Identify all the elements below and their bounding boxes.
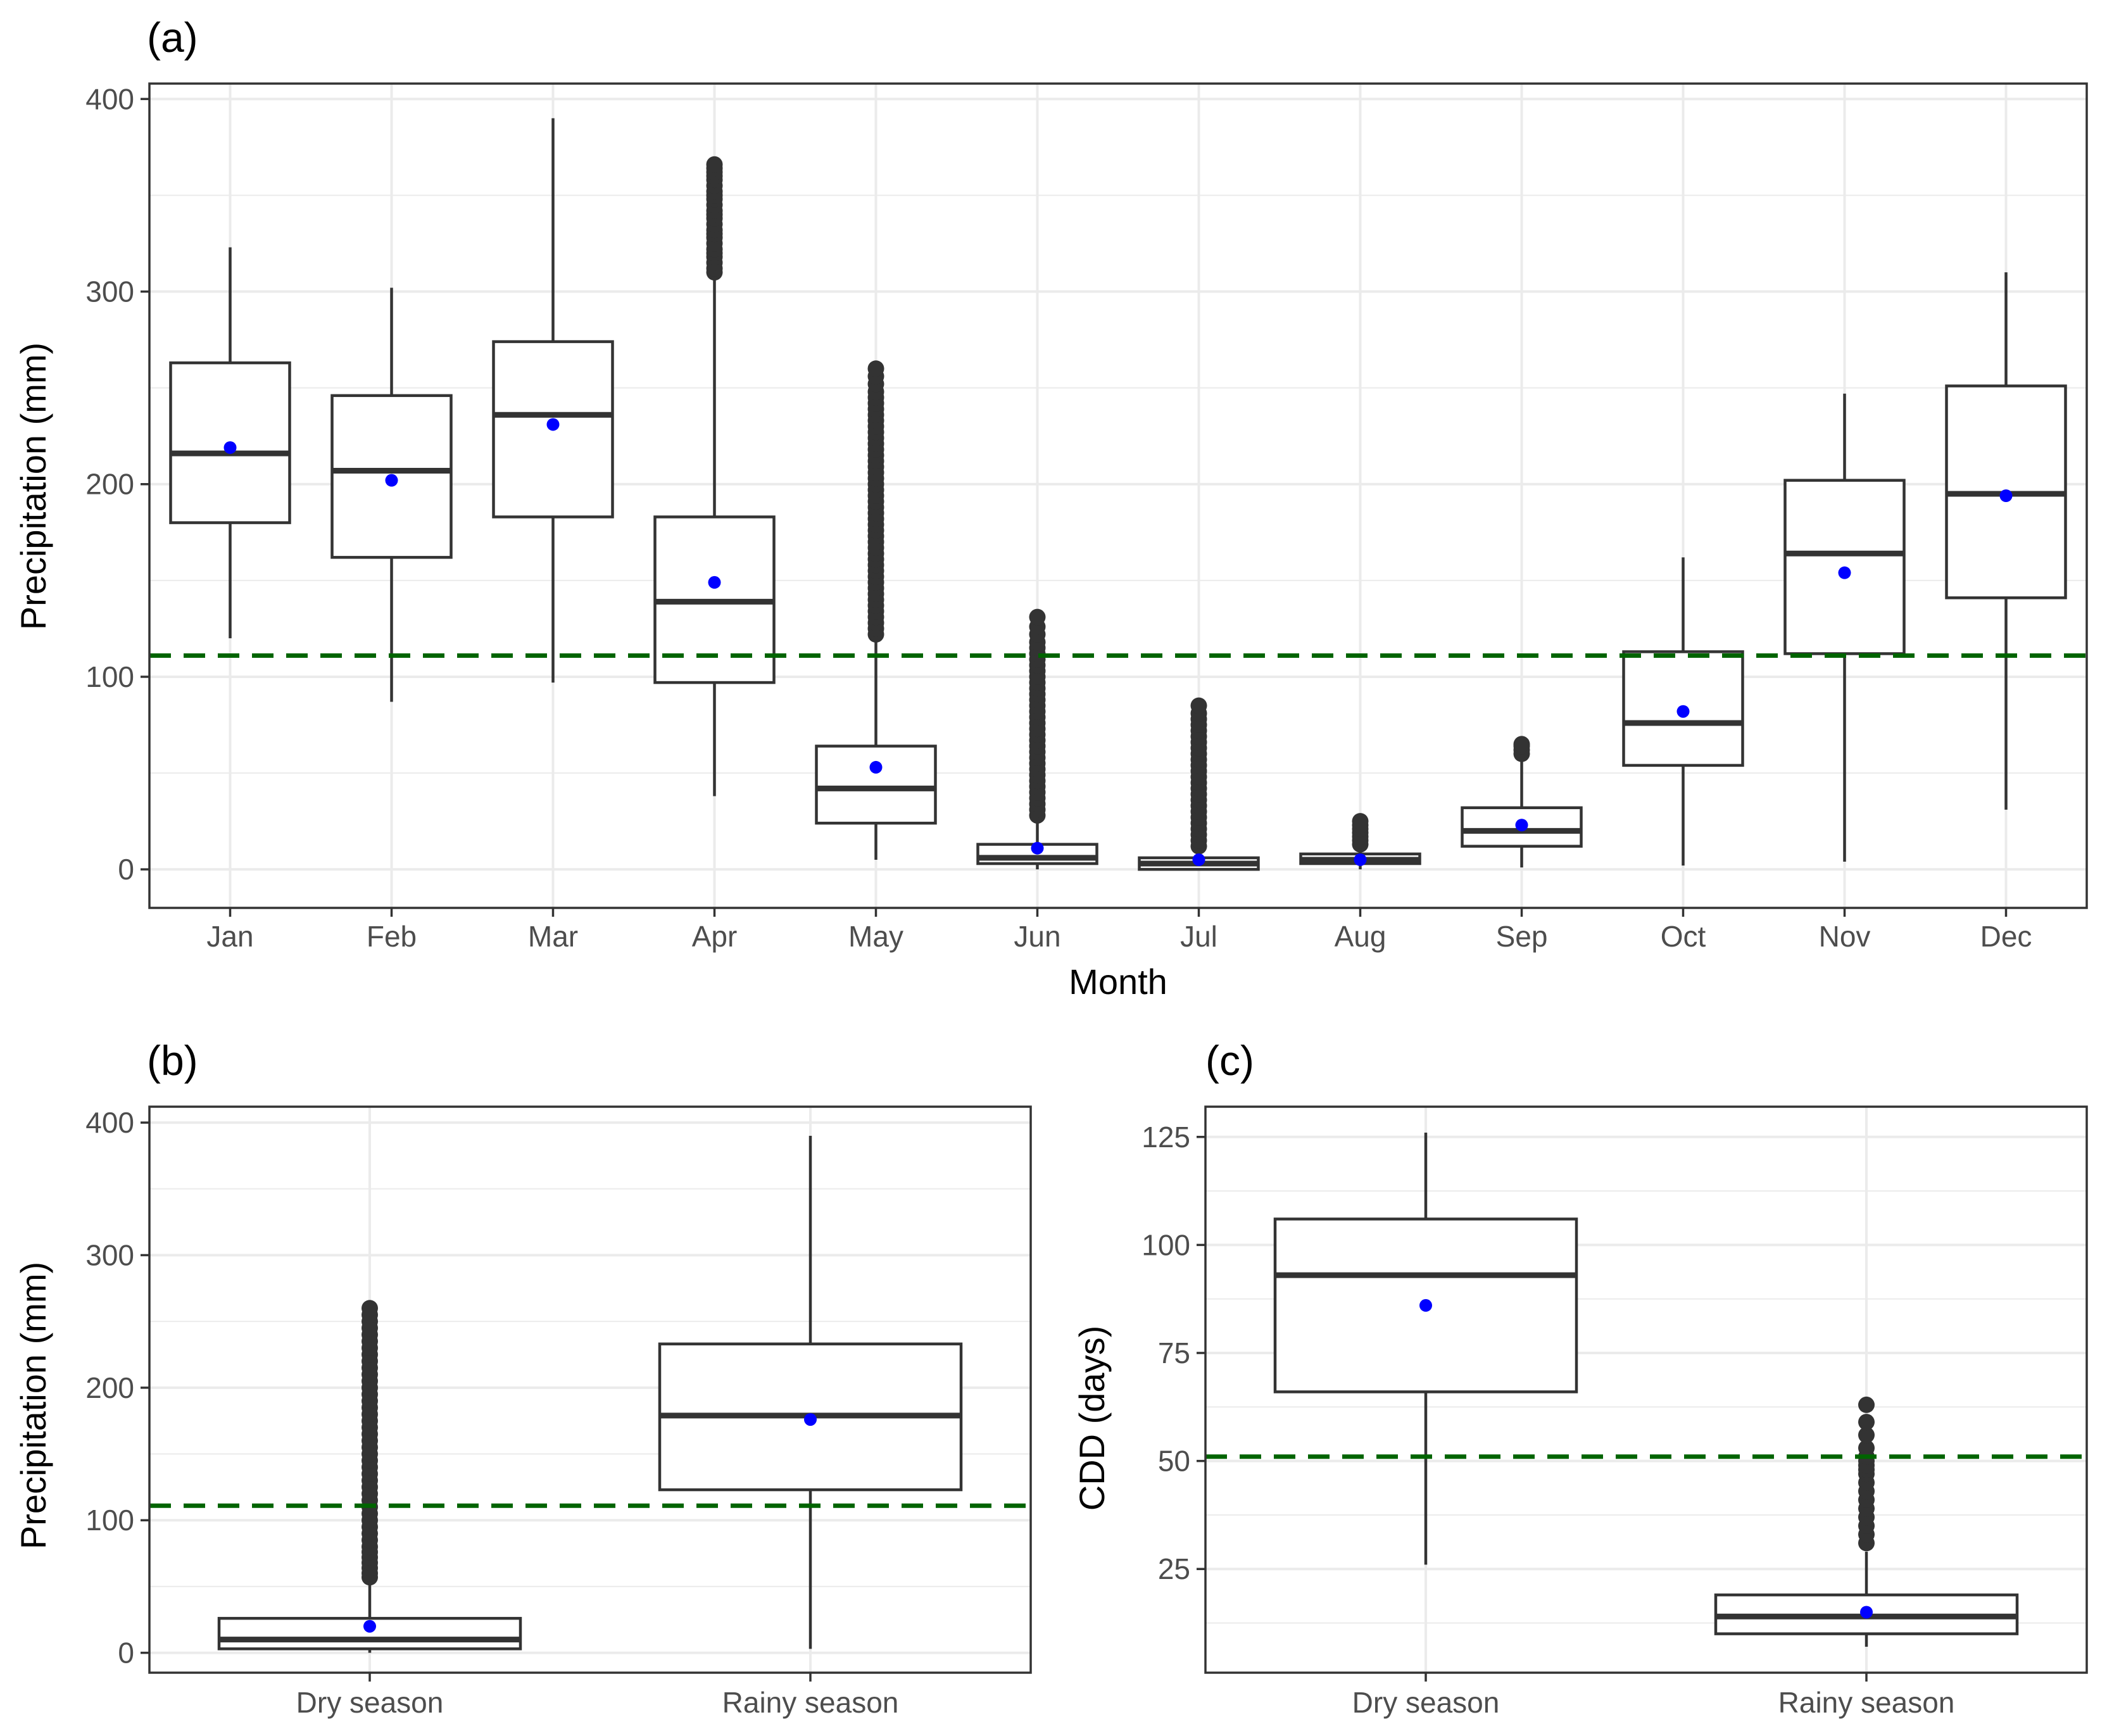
panel-a-y-tick-label: 100: [85, 660, 134, 693]
mean-point: [1999, 489, 2013, 502]
mean-point: [1838, 566, 1851, 579]
panel-a-y-axis-title: Precipitation (mm): [13, 343, 53, 630]
panel-a-x-tick-label: Feb: [367, 920, 417, 953]
panel-b-border: [148, 1105, 1032, 1674]
panel-c-y-axis-title: CDD (days): [1072, 1326, 1112, 1511]
panel-a-y-tick-label: 300: [85, 275, 134, 308]
panel-b-box-dry-season: [217, 1300, 522, 1653]
panel-a-y-tick-label: 200: [85, 468, 134, 501]
panel-b-y-tick-label: 400: [85, 1106, 134, 1139]
panel-a-box-jul: [1138, 697, 1260, 871]
panel-c-y-tick-label: 50: [1158, 1445, 1190, 1478]
panel-a-x-tick-label: Mar: [528, 920, 578, 953]
outlier-point: [1858, 1440, 1875, 1457]
mean-point: [1419, 1299, 1432, 1312]
panel-a-box-aug: [1299, 813, 1421, 870]
panel-a-box-may: [815, 360, 937, 860]
panel-b-y-tick-label: 0: [118, 1637, 134, 1670]
mean-point: [1354, 853, 1367, 866]
panel-a-x-tick-label: Apr: [692, 920, 738, 953]
panel-a-y-tick-label: 0: [118, 853, 134, 886]
panel-a-y-tick-label: 400: [85, 82, 134, 115]
panel-a: 0 100 200 300 400 Jan Feb Mar Apr May Jun Jul Aug Sep…: [13, 14, 2088, 1002]
panel-c-box-dry-season: [1273, 1132, 1578, 1565]
outlier-point: [867, 360, 884, 377]
panel-b-y-tick-label: 300: [85, 1238, 134, 1271]
panel-c: 25 50 75 100 125 Dry season Rainy season (c) CDD…: [1072, 1037, 2088, 1719]
mean-point: [1515, 819, 1528, 832]
panel-a-box-mar: [492, 118, 614, 683]
panel-a-box-jan: [169, 247, 291, 639]
mean-point: [1192, 853, 1205, 866]
outlier-point: [1858, 1396, 1875, 1413]
mean-point: [546, 418, 560, 431]
outlier-point: [1190, 697, 1207, 714]
outlier-point: [362, 1300, 378, 1317]
panel-c-tag: (c): [1205, 1037, 1254, 1084]
panel-a-box-feb: [330, 287, 453, 702]
panel-a-x-axis-title: Month: [1069, 962, 1167, 1002]
mean-point: [1860, 1606, 1873, 1619]
panel-b-box-rainy-season: [658, 1136, 963, 1649]
panel-a-box-dec: [1945, 272, 2067, 810]
panel-b-y-tick-label: 100: [85, 1504, 134, 1537]
panel-a-x-tick-label: Dec: [1980, 920, 2032, 953]
panel-b-y-tick-label: 200: [85, 1371, 134, 1404]
panel-a-x-tick-label: Jul: [1180, 920, 1217, 953]
panel-a-box-sep: [1461, 736, 1583, 868]
panel-c-y-tick-label: 100: [1142, 1228, 1190, 1261]
panel-a-x-tick-label: Oct: [1661, 920, 1706, 953]
iqr-box: [492, 340, 614, 519]
panel-a-box-nov: [1783, 393, 1906, 862]
panel-a-border: [148, 82, 2088, 909]
panel-c-y-tick-label: 75: [1158, 1337, 1190, 1369]
panel-a-box-jun: [976, 608, 1098, 870]
panel-b-x-tick-label: Rainy season: [722, 1686, 899, 1719]
panel-a-x-tick-label: May: [848, 920, 903, 953]
panel-a-x-tick-label: Sep: [1496, 920, 1548, 953]
panel-c-y-tick-label: 25: [1158, 1552, 1190, 1585]
panel-a-x-tick-label: Jun: [1014, 920, 1060, 953]
mean-point: [363, 1620, 376, 1633]
mean-point: [1676, 705, 1690, 718]
panel-a-tag: (a): [147, 14, 198, 61]
outlier-point: [706, 156, 723, 173]
panel-c-x-tick-label: Rainy season: [1778, 1686, 1955, 1719]
iqr-box: [815, 745, 937, 825]
panel-c-y-tick-label: 125: [1142, 1121, 1190, 1154]
panel-a-x-tick-label: Aug: [1335, 920, 1387, 953]
outlier-point: [1029, 608, 1046, 626]
panel-b: 0 100 200 300 400 Dry season Rainy season (b) Pr…: [13, 1037, 1032, 1719]
panel-b-x-tick-label: Dry season: [296, 1686, 444, 1719]
mean-point: [223, 441, 237, 454]
outlier-point: [1513, 736, 1530, 753]
panel-a-x-tick-label: Nov: [1819, 920, 1871, 953]
panel-c-border: [1204, 1105, 2088, 1674]
mean-point: [804, 1413, 817, 1426]
panel-b-y-axis-title: Precipitation (mm): [13, 1262, 53, 1549]
outlier-point: [1352, 813, 1369, 830]
mean-point: [385, 474, 398, 487]
panel-c-x-tick-label: Dry season: [1352, 1686, 1500, 1719]
panel-c-box-rainy-season: [1714, 1396, 2019, 1647]
mean-point: [869, 760, 883, 774]
panel-a-x-tick-label: Jan: [206, 920, 253, 953]
panel-b-tag: (b): [147, 1037, 198, 1084]
outlier-point: [1858, 1414, 1875, 1431]
panel-a-box-oct: [1622, 557, 1744, 866]
mean-point: [1031, 841, 1044, 855]
mean-point: [708, 576, 721, 589]
outlier-point: [1858, 1426, 1875, 1444]
